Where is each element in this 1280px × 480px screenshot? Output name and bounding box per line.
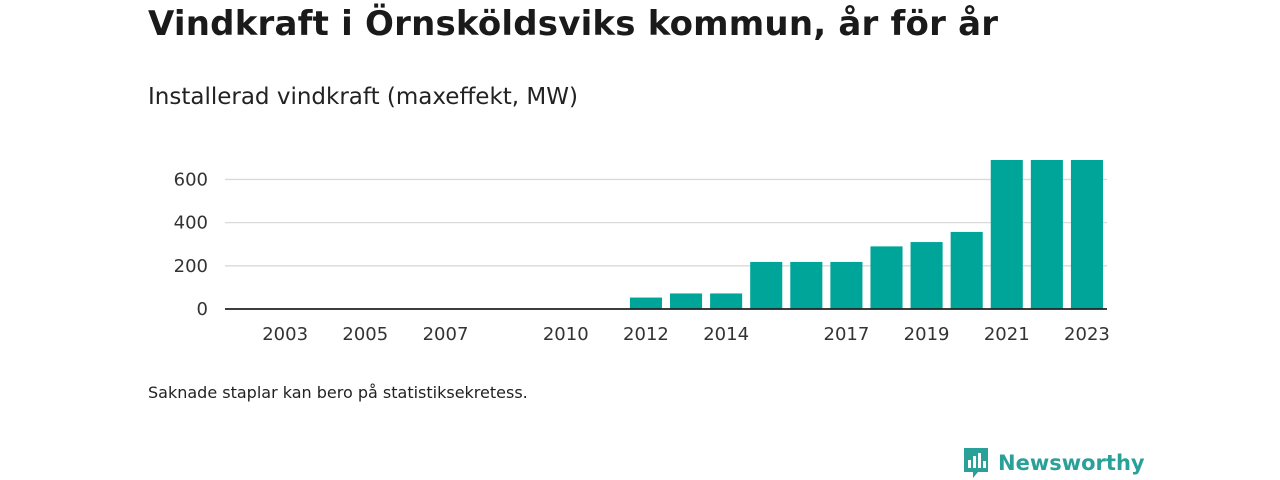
y-tick-label: 200 [174, 256, 208, 277]
x-tick-label: 2010 [543, 324, 589, 345]
bar-2015 [750, 261, 783, 309]
bars [629, 160, 1103, 309]
bar-2017 [830, 261, 863, 309]
page-title: Vindkraft i Örnsköldsviks kommun, år för… [148, 4, 999, 44]
bar-2016 [790, 261, 823, 309]
footnote: Saknade staplar kan bero på statistiksek… [148, 383, 528, 402]
y-tick-label: 600 [174, 169, 208, 190]
bar-2019 [910, 242, 943, 309]
brand-name: Newsworthy [998, 451, 1145, 475]
x-tick-label: 2012 [623, 324, 669, 345]
bar-2022 [1030, 160, 1063, 309]
bar-2012 [629, 297, 662, 309]
y-tick-label: 400 [174, 213, 208, 234]
x-tick-label: 2019 [904, 324, 950, 345]
newsworthy-logo-icon [964, 448, 988, 478]
y-tick-label: 0 [197, 299, 208, 320]
x-tick-label: 2007 [423, 324, 469, 345]
bar-2013 [670, 293, 703, 309]
bar-2020 [950, 231, 983, 309]
bar-2021 [990, 160, 1023, 309]
x-tick-label: 2017 [824, 324, 870, 345]
bar-2018 [870, 246, 903, 309]
x-tick-label: 2014 [703, 324, 749, 345]
y-axis-ticks: 0 200 400 600 [174, 169, 208, 320]
x-tick-label: 2005 [342, 324, 388, 345]
brand-logo[interactable]: Newsworthy [962, 446, 1145, 480]
bar-2023 [1070, 160, 1103, 309]
x-axis-ticks: 2003 2005 2007 2010 2012 2014 2017 2019 2021 2023 [262, 324, 1110, 345]
x-tick-label: 2021 [984, 324, 1030, 345]
x-tick-label: 2003 [262, 324, 308, 345]
x-tick-label: 2023 [1064, 324, 1110, 345]
bar-2014 [710, 293, 743, 309]
chart-subtitle: Installerad vindkraft (maxeffekt, MW) [148, 84, 578, 110]
